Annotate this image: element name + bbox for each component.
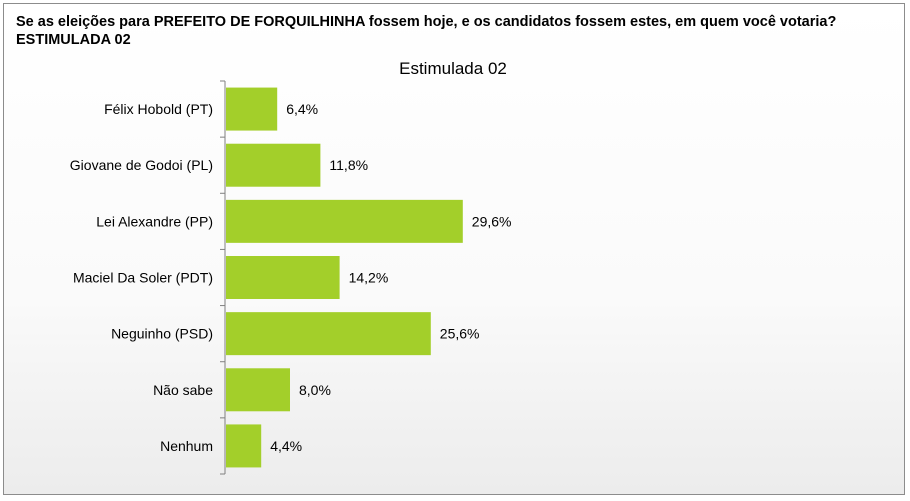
chart-title: Estimulada 02 [399, 59, 507, 78]
category-label: Félix Hobold (PT) [104, 101, 213, 117]
bar [226, 199, 463, 243]
category-label: Giovane de Godoi (PL) [70, 157, 213, 173]
category-label: Nenhum [160, 438, 213, 454]
question-text: Se as eleições para PREFEITO DE FORQUILH… [16, 14, 837, 48]
bar [226, 256, 340, 299]
data-label: 11,8% [329, 157, 368, 173]
category-label: Não sabe [153, 382, 213, 398]
data-label: 14,2% [349, 270, 389, 286]
data-label: 8,0% [299, 382, 331, 398]
bar [226, 143, 321, 187]
bar-chart: Félix Hobold (PT) 6,4% Giovane de Godoi (P… [70, 80, 512, 475]
bar [226, 312, 431, 356]
category-label: Lei Alexandre (PP) [96, 213, 213, 229]
category-label: Neguinho (PSD) [111, 326, 213, 342]
bar [226, 87, 278, 131]
chart-frame: Se as eleições para PREFEITO DE FORQUILH… [3, 3, 905, 495]
bar [226, 368, 290, 412]
data-label: 4,4% [270, 438, 302, 454]
category-label: Maciel Da Soler (PDT) [73, 270, 213, 286]
data-label: 6,4% [286, 101, 318, 117]
data-label: 29,6% [472, 213, 512, 229]
data-label: 25,6% [440, 326, 480, 342]
bar [226, 424, 262, 468]
